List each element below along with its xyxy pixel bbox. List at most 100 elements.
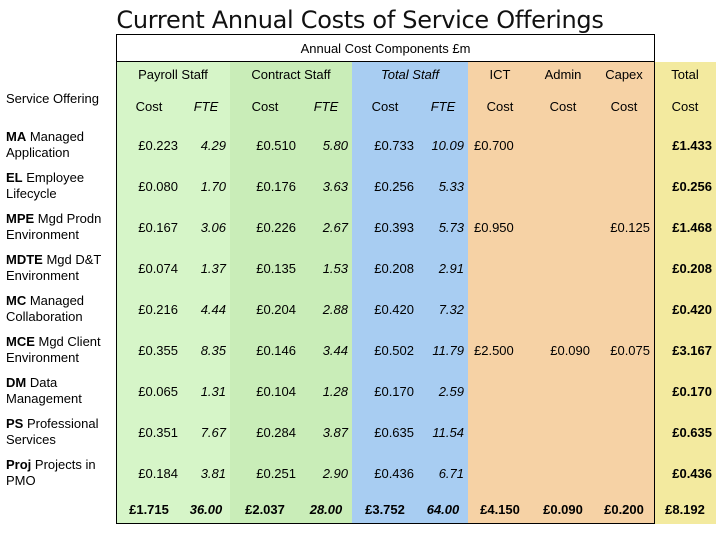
table-cell: 1.37 bbox=[182, 248, 230, 289]
subheader-3: FTE bbox=[300, 87, 352, 125]
subheader-4: Cost bbox=[352, 87, 418, 125]
table-cell: £0.176 bbox=[230, 166, 300, 207]
table-cell: £0.135 bbox=[230, 248, 300, 289]
subheader-8: Cost bbox=[594, 87, 654, 125]
table-cell bbox=[532, 207, 594, 248]
table-cell: 1.70 bbox=[182, 166, 230, 207]
row-name: Projects in PMO bbox=[6, 457, 96, 488]
table-cell: £0.065 bbox=[116, 371, 182, 412]
total-cell: £2.037 bbox=[230, 494, 300, 524]
table-border bbox=[116, 523, 654, 524]
table-cell bbox=[468, 453, 532, 494]
table-cell bbox=[532, 166, 594, 207]
table-cell bbox=[468, 248, 532, 289]
row-header: Service Offering bbox=[6, 91, 99, 106]
table-cell: 11.79 bbox=[418, 330, 468, 371]
total-cell: £8.192 bbox=[654, 494, 716, 524]
table-cell: £0.074 bbox=[116, 248, 182, 289]
table-cell: 8.35 bbox=[182, 330, 230, 371]
subheader-5: FTE bbox=[418, 87, 468, 125]
table-cell: 3.44 bbox=[300, 330, 352, 371]
table-cell bbox=[532, 289, 594, 330]
table-cell: £3.167 bbox=[654, 330, 716, 371]
table-cell bbox=[468, 166, 532, 207]
table-cell: £0.284 bbox=[230, 412, 300, 453]
table-cell: £1.433 bbox=[654, 125, 716, 166]
table-border bbox=[116, 34, 117, 524]
table-cell: £0.251 bbox=[230, 453, 300, 494]
table-cell: 2.59 bbox=[418, 371, 468, 412]
group-header-capex: Capex bbox=[594, 62, 654, 87]
table-cell: £0.125 bbox=[594, 207, 654, 248]
group-header-grand: Total bbox=[654, 62, 716, 87]
table-cell bbox=[594, 371, 654, 412]
table-cell bbox=[532, 371, 594, 412]
table-cell: 2.67 bbox=[300, 207, 352, 248]
row-abbr: DM bbox=[6, 375, 27, 390]
table-cell: 3.87 bbox=[300, 412, 352, 453]
table-cell: £0.090 bbox=[532, 330, 594, 371]
table-cell: 11.54 bbox=[418, 412, 468, 453]
component-header: Annual Cost Components £m bbox=[116, 34, 654, 62]
row-label: MPE Mgd Prodn Environment bbox=[6, 211, 116, 245]
table-cell bbox=[594, 453, 654, 494]
total-cell: 28.00 bbox=[300, 494, 352, 524]
table-cell: 2.88 bbox=[300, 289, 352, 330]
table-cell: £0.510 bbox=[230, 125, 300, 166]
table-cell bbox=[594, 125, 654, 166]
total-cell: £0.200 bbox=[594, 494, 654, 524]
row-label: DM Data Management bbox=[6, 375, 116, 409]
table-cell: 5.80 bbox=[300, 125, 352, 166]
table-cell bbox=[468, 289, 532, 330]
table-cell: £0.170 bbox=[352, 371, 418, 412]
row-label: PS Professional Services bbox=[6, 416, 116, 450]
row-label: Proj Projects in PMO bbox=[6, 457, 116, 491]
row-name: Managed Collaboration bbox=[6, 293, 85, 324]
row-name: Mgd D&T Environment bbox=[6, 252, 102, 283]
row-name: Professional Services bbox=[6, 416, 99, 447]
row-abbr: EL bbox=[6, 170, 23, 185]
table-cell: £0.420 bbox=[352, 289, 418, 330]
table-cell: £0.167 bbox=[116, 207, 182, 248]
table-cell: £0.436 bbox=[352, 453, 418, 494]
table-cell: £0.226 bbox=[230, 207, 300, 248]
subheader-7: Cost bbox=[532, 87, 594, 125]
table-border bbox=[654, 34, 655, 524]
row-abbr: PS bbox=[6, 416, 24, 431]
table-cell: 5.33 bbox=[418, 166, 468, 207]
table-cell: 3.81 bbox=[182, 453, 230, 494]
table-cell: 4.44 bbox=[182, 289, 230, 330]
subheader-2: Cost bbox=[230, 87, 300, 125]
table-cell: 7.67 bbox=[182, 412, 230, 453]
subheader-9: Cost bbox=[654, 87, 716, 125]
table-cell: 6.71 bbox=[418, 453, 468, 494]
table-cell: £0.216 bbox=[116, 289, 182, 330]
row-abbr: MDTE bbox=[6, 252, 43, 267]
table-cell: 1.28 bbox=[300, 371, 352, 412]
table-cell: £0.256 bbox=[352, 166, 418, 207]
total-cell: £1.715 bbox=[116, 494, 182, 524]
table-cell bbox=[594, 289, 654, 330]
table-cell bbox=[468, 371, 532, 412]
table-cell: 10.09 bbox=[418, 125, 468, 166]
table-cell bbox=[532, 248, 594, 289]
group-header-admin: Admin bbox=[532, 62, 594, 87]
table-cell: £1.468 bbox=[654, 207, 716, 248]
subheader-1: FTE bbox=[182, 87, 230, 125]
table-cell: £0.635 bbox=[654, 412, 716, 453]
table-cell: £0.075 bbox=[594, 330, 654, 371]
group-header-contract: Contract Staff bbox=[230, 62, 352, 87]
table-cell: £0.184 bbox=[116, 453, 182, 494]
table-cell: £0.204 bbox=[230, 289, 300, 330]
cost-table: Annual Cost Components £m Payroll Staff C… bbox=[0, 34, 720, 524]
table-cell: £0.733 bbox=[352, 125, 418, 166]
row-name: Mgd Prodn Environment bbox=[6, 211, 102, 242]
table-cell bbox=[594, 248, 654, 289]
table-cell: £0.700 bbox=[468, 125, 532, 166]
table-border bbox=[116, 34, 654, 35]
row-abbr: MPE bbox=[6, 211, 35, 226]
table-cell bbox=[594, 166, 654, 207]
total-cell: £4.150 bbox=[468, 494, 532, 524]
row-abbr: MA bbox=[6, 129, 27, 144]
table-cell: £0.351 bbox=[116, 412, 182, 453]
